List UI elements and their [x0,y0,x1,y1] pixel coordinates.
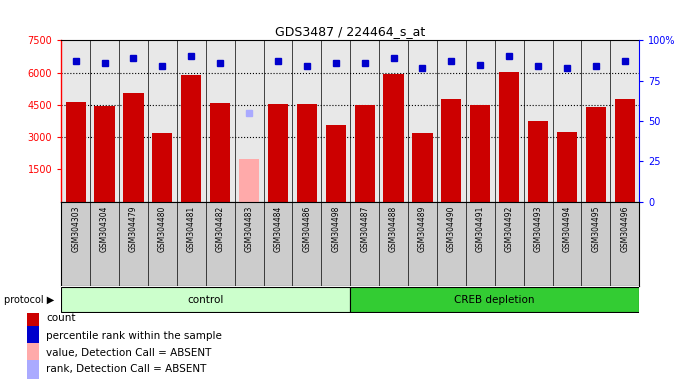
Bar [268,104,288,202]
Bar [27,309,39,328]
Text: GSM304493: GSM304493 [534,206,543,252]
Bar [95,106,115,202]
Bar [412,133,432,202]
Text: GSM304303: GSM304303 [71,206,80,252]
Text: GSM304304: GSM304304 [100,206,109,252]
Text: GSM304479: GSM304479 [129,206,138,252]
Bar [152,133,173,202]
Bar [615,99,635,202]
Bar [585,107,606,202]
Bar [65,102,86,202]
Bar [296,104,317,202]
Text: GSM304494: GSM304494 [562,206,571,252]
Text: CREB depletion: CREB depletion [454,295,535,305]
Text: GSM304492: GSM304492 [505,206,513,252]
Bar [181,75,201,202]
Text: GSM304486: GSM304486 [303,206,311,252]
Text: GSM304495: GSM304495 [592,206,600,252]
Bar [354,105,375,202]
Text: GSM304484: GSM304484 [273,206,282,252]
Bar [499,71,520,202]
Bar [239,159,259,202]
Text: GSM304482: GSM304482 [216,206,224,252]
Bar [528,121,548,202]
Text: GSM304490: GSM304490 [447,206,456,252]
Bar [557,132,577,202]
Bar [27,326,39,345]
Bar [123,93,143,202]
Text: GSM304487: GSM304487 [360,206,369,252]
Bar [210,103,231,202]
Text: GSM304481: GSM304481 [187,206,196,252]
Bar [27,360,39,379]
Text: GSM304488: GSM304488 [389,206,398,252]
Bar [350,287,639,312]
Bar [470,105,490,202]
Bar [326,125,346,202]
Text: GSM304489: GSM304489 [418,206,427,252]
Text: count: count [46,313,75,323]
Text: GSM304498: GSM304498 [331,206,340,252]
Bar [27,343,39,362]
Text: protocol ▶: protocol ▶ [4,295,54,305]
Text: rank, Detection Call = ABSENT: rank, Detection Call = ABSENT [46,364,207,374]
Text: GSM304491: GSM304491 [476,206,485,252]
Text: percentile rank within the sample: percentile rank within the sample [46,331,222,341]
Text: GSM304480: GSM304480 [158,206,167,252]
Bar [61,287,350,312]
Bar [384,74,404,202]
Text: control: control [188,295,224,305]
Title: GDS3487 / 224464_s_at: GDS3487 / 224464_s_at [275,25,425,38]
Text: GSM304496: GSM304496 [620,206,629,252]
Text: value, Detection Call = ABSENT: value, Detection Call = ABSENT [46,348,211,358]
Text: GSM304483: GSM304483 [245,206,254,252]
Bar [441,99,462,202]
